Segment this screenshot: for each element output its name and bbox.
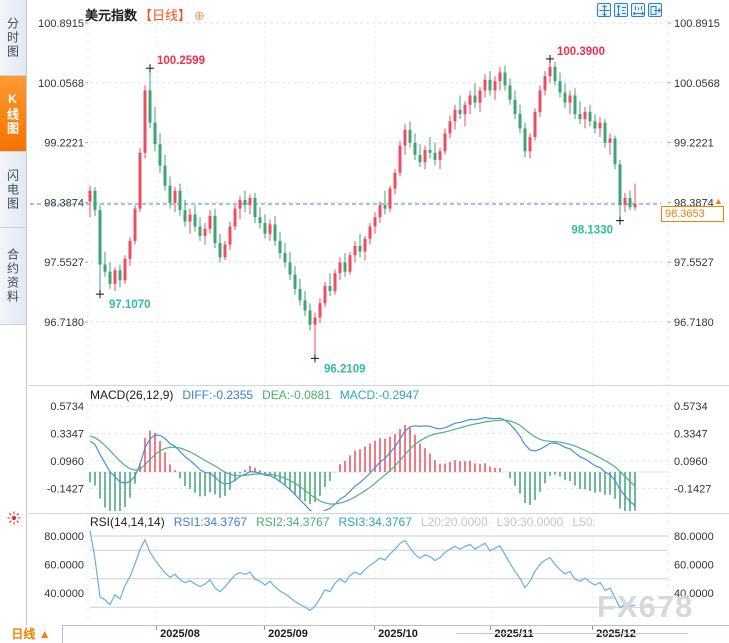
rsi-layer <box>89 530 636 612</box>
fx678-watermark: FX678 <box>597 589 694 624</box>
month-tick <box>264 626 265 630</box>
zoom-y-axis-icon[interactable] <box>614 3 628 17</box>
add-indicator-icon[interactable]: ⊕ <box>194 8 205 23</box>
crosshair-icon[interactable] <box>597 3 611 17</box>
rsi-l50-label: L50: <box>572 515 596 529</box>
rsi-header: RSI(14,14,14) RSI1:34.3767 RSI2:34.3767 RSI… <box>90 515 605 529</box>
svg-text:100.8915: 100.8915 <box>38 18 84 30</box>
month-tick <box>592 626 593 630</box>
sidebar-tab-kline-chart[interactable]: K线图 <box>0 76 26 152</box>
svg-text:80.0000: 80.0000 <box>674 531 714 543</box>
date-label: 2025/09 <box>268 628 308 640</box>
macd-dea-value: DEA:-0.0881 <box>262 388 331 402</box>
page-title: 美元指数 <box>85 8 138 23</box>
chart-title-bar: 美元指数 【日线】 ⊕ <box>85 5 205 24</box>
rsi2-value: RSI2:34.3767 <box>256 515 330 529</box>
rsi3-value: RSI3:34.3767 <box>338 515 412 529</box>
date-label: 2025/12 <box>596 628 636 640</box>
svg-text:100.0568: 100.0568 <box>38 78 84 90</box>
macd-diff-value: DIFF:-0.2355 <box>182 388 254 402</box>
axis-border-line <box>62 625 729 626</box>
svg-text:60.0000: 60.0000 <box>44 560 84 572</box>
svg-text:0.3347: 0.3347 <box>674 428 708 440</box>
svg-text:0.0960: 0.0960 <box>50 456 84 468</box>
rsi-l30-label: L30:30.0000 <box>496 515 564 529</box>
svg-text:100.3900: 100.3900 <box>557 46 605 58</box>
macd-value: MACD:-0.2947 <box>339 388 420 402</box>
svg-text:97.5527: 97.5527 <box>44 257 84 269</box>
rsi-params-label: RSI(14,14,14) <box>90 515 165 529</box>
svg-text:60.0000: 60.0000 <box>674 560 714 572</box>
candles-layer <box>88 58 637 359</box>
svg-text:0.5734: 0.5734 <box>50 401 84 413</box>
date-label: 2025/08 <box>160 628 200 640</box>
svg-text:96.7180: 96.7180 <box>674 317 714 329</box>
sidebar-tab-time-chart[interactable]: 分时图 <box>0 0 26 76</box>
month-tick <box>490 626 491 630</box>
rsi1-value: RSI1:34.3767 <box>173 515 248 529</box>
svg-text:100.2599: 100.2599 <box>157 55 205 67</box>
scrollbar-thumb[interactable] <box>456 633 688 634</box>
date-label: 2025/11 <box>494 628 534 640</box>
svg-text:98.3874: 98.3874 <box>44 197 84 209</box>
month-tick <box>156 626 157 630</box>
svg-text:97.1070: 97.1070 <box>109 299 151 311</box>
restore-view-icon[interactable] <box>648 3 662 17</box>
period-selector[interactable]: 日线 ▲ <box>0 626 62 643</box>
axis-border-divider <box>62 625 63 643</box>
macd-layer <box>89 416 636 511</box>
svg-text:99.2221: 99.2221 <box>44 138 84 150</box>
sidebar-tab-flash-chart[interactable]: 闪电图 <box>0 152 26 228</box>
date-label: 2025/10 <box>378 628 418 640</box>
period-tag: 【日线】 <box>139 8 192 23</box>
svg-text:0.3347: 0.3347 <box>50 428 84 440</box>
svg-text:96.7180: 96.7180 <box>44 317 84 329</box>
month-tick <box>374 626 375 630</box>
svg-text:80.0000: 80.0000 <box>44 531 84 543</box>
sidebar-tab-contract-info[interactable]: 合约资料 <box>0 228 26 325</box>
zoom-x-axis-icon[interactable] <box>631 3 645 17</box>
svg-text:0.5734: 0.5734 <box>674 401 708 413</box>
svg-text:100.8915: 100.8915 <box>674 18 720 30</box>
svg-text:0.0960: 0.0960 <box>674 456 708 468</box>
svg-text:40.0000: 40.0000 <box>674 588 714 600</box>
hot-indicator-icon <box>7 511 21 525</box>
macd-params-label: MACD(26,12,9) <box>90 388 174 402</box>
period-selector-label: 日线 <box>11 627 36 641</box>
macd-header: MACD(26,12,9) DIFF:-0.2355 DEA:-0.0881 MACD… <box>90 388 428 402</box>
time-axis-bar: 日线 ▲ 2025/08 2025/09 2025/10 2025/11 202… <box>0 625 729 643</box>
chart-toolbar <box>597 3 662 17</box>
svg-text:99.2221: 99.2221 <box>674 138 714 150</box>
svg-text:100.0568: 100.0568 <box>674 78 720 90</box>
svg-text:97.5527: 97.5527 <box>674 257 714 269</box>
last-price-badge: 98.3653 <box>661 206 724 222</box>
period-selector-arrow-icon: ▲ <box>38 627 51 641</box>
sidebar: 分时图 K线图 闪电图 合约资料 <box>0 0 27 625</box>
svg-text:98.1330: 98.1330 <box>571 225 613 237</box>
svg-text:-0.1427: -0.1427 <box>674 483 711 495</box>
svg-text:96.2109: 96.2109 <box>324 363 366 375</box>
price-up-arrow-icon: ▲ <box>714 196 723 206</box>
svg-text:40.0000: 40.0000 <box>44 588 84 600</box>
rsi-l20-label: L20:20.0000 <box>420 515 488 529</box>
svg-text:-0.1427: -0.1427 <box>47 483 84 495</box>
